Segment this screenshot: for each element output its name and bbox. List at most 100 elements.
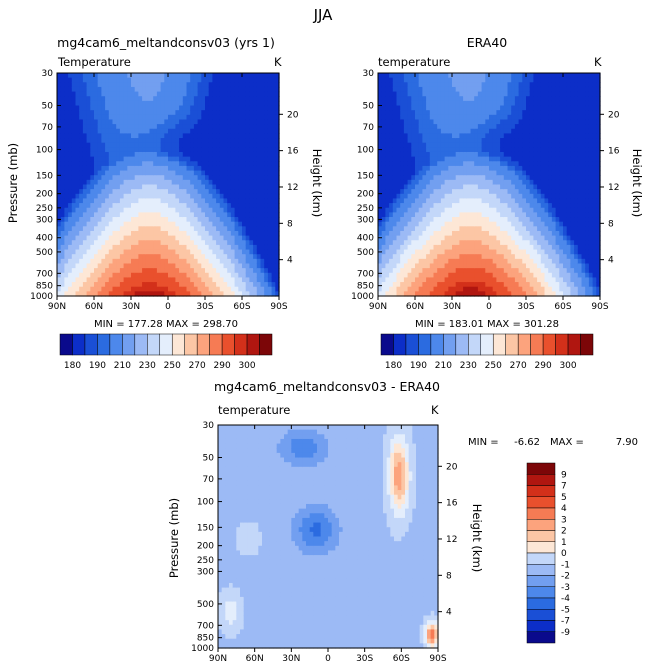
field-cell — [230, 272, 236, 279]
field-cell — [249, 156, 254, 162]
field-cell — [134, 133, 139, 139]
field-cell — [179, 77, 184, 83]
field-cell — [444, 277, 449, 283]
field-cell — [145, 230, 151, 237]
field-cell — [385, 244, 390, 251]
field-cell — [175, 263, 180, 269]
field-cell — [242, 258, 247, 265]
field-cell — [101, 142, 106, 148]
field-cell — [429, 263, 435, 269]
field-cell — [444, 133, 449, 139]
field-cell — [101, 282, 106, 288]
field-cell — [385, 198, 390, 204]
field-cell — [474, 221, 479, 227]
field-cell — [403, 240, 409, 246]
field-cell — [234, 198, 239, 204]
field-cell — [171, 105, 176, 111]
field-cell — [94, 193, 99, 200]
field-cell — [119, 226, 125, 232]
field-cell — [193, 189, 199, 195]
field-cell — [94, 249, 99, 255]
field-cell — [160, 124, 165, 130]
field-cell — [186, 156, 191, 162]
field-cell — [212, 165, 217, 172]
field-cell — [68, 77, 73, 83]
field-cell — [212, 244, 217, 251]
field-cell — [500, 96, 505, 102]
field-cell — [186, 128, 191, 134]
field-cell — [385, 189, 390, 195]
field-cell — [123, 161, 128, 167]
field-cell — [381, 161, 386, 167]
field-cell — [440, 119, 446, 125]
field-cell — [142, 82, 147, 88]
x-tick-label: 90S — [270, 302, 287, 312]
field-cell — [492, 165, 497, 172]
field-cell — [75, 217, 80, 223]
field-cell — [256, 77, 262, 83]
field-cell — [389, 291, 394, 297]
field-cell — [197, 203, 202, 209]
field-cell — [264, 96, 269, 102]
field-cell — [101, 114, 106, 121]
field-cell — [455, 105, 460, 111]
field-cell — [444, 212, 449, 218]
field-cell — [474, 91, 479, 97]
field-cell — [234, 142, 239, 148]
field-cell — [190, 291, 195, 297]
field-cell — [470, 226, 475, 232]
y-tick-label: 200 — [36, 190, 53, 200]
field-cell — [127, 170, 132, 176]
field-cell — [452, 263, 457, 269]
field-cell — [57, 268, 62, 274]
field-cell — [496, 128, 501, 134]
field-cell — [71, 110, 77, 116]
field-cell — [466, 147, 472, 153]
field-cell — [511, 193, 516, 200]
field-cell — [219, 82, 225, 88]
field-cell — [205, 133, 210, 139]
field-cell — [75, 198, 80, 204]
field-cell — [182, 207, 188, 213]
field-cell — [79, 207, 84, 213]
field-cell — [437, 263, 442, 269]
field-cell — [503, 184, 509, 190]
field-cell — [234, 217, 239, 223]
field-cell — [230, 254, 236, 260]
field-cell — [68, 244, 73, 251]
field-cell — [455, 110, 460, 116]
field-cell — [514, 217, 520, 223]
field-cell — [238, 235, 243, 241]
field-cell — [264, 249, 269, 255]
field-cell — [86, 249, 91, 255]
field-cell — [477, 142, 483, 148]
field-cell — [116, 193, 121, 200]
field-cell — [97, 161, 102, 167]
field-cell — [116, 96, 121, 102]
field-cell — [119, 258, 125, 265]
field-cell — [193, 226, 199, 232]
field-cell — [418, 198, 423, 204]
field-cell — [448, 175, 453, 181]
field-cell — [223, 124, 228, 130]
field-cell — [101, 230, 106, 237]
field-cell — [444, 142, 449, 148]
field-cell — [168, 119, 173, 125]
field-cell — [97, 142, 102, 148]
field-cell — [455, 226, 460, 232]
field-cell — [123, 138, 128, 144]
field-cell — [429, 124, 435, 130]
field-cell — [249, 133, 254, 139]
field-cell — [245, 124, 250, 130]
field-cell — [253, 249, 258, 255]
field-cell — [503, 73, 509, 79]
field-cell — [75, 124, 80, 130]
field-cell — [275, 119, 280, 125]
field-cell — [82, 91, 88, 97]
field-cell — [171, 226, 176, 232]
field-cell — [219, 184, 225, 190]
field-cell — [529, 212, 534, 218]
field-cell — [212, 114, 217, 121]
field-cell — [518, 263, 523, 269]
field-cell — [459, 184, 464, 190]
